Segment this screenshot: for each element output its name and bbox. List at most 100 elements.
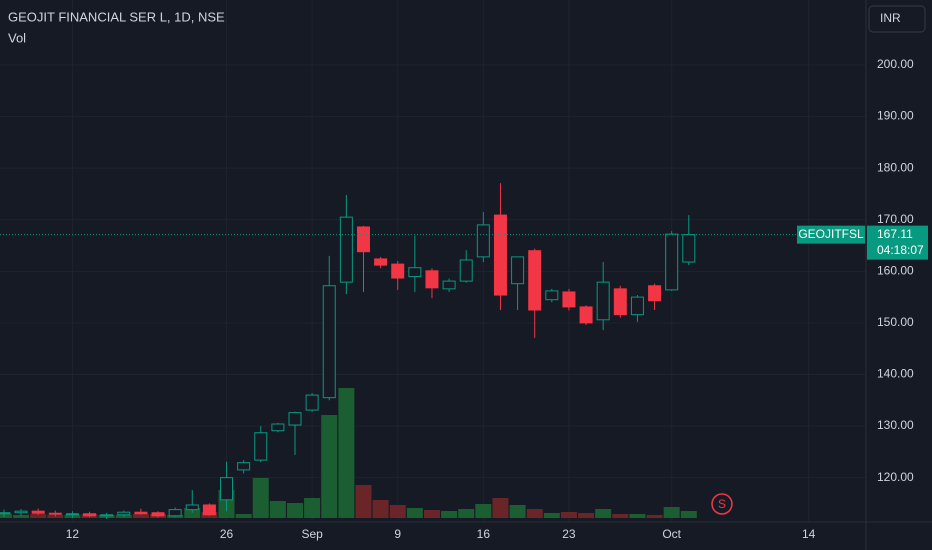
candle-body <box>31 510 45 514</box>
candle-body <box>185 504 199 511</box>
candle-body <box>254 432 268 461</box>
volume-bar <box>338 388 355 518</box>
y-tick-label: 130.00 <box>877 418 914 432</box>
candle-body <box>493 214 507 296</box>
volume-bar <box>492 498 509 518</box>
y-tick-label: 190.00 <box>877 109 914 123</box>
candle-body <box>117 511 131 516</box>
candle-body <box>391 263 405 279</box>
currency-label[interactable]: INR <box>880 11 901 25</box>
volume-bar <box>629 514 646 518</box>
volume-bar <box>526 509 543 518</box>
candle-body <box>476 224 490 258</box>
volume-bar <box>663 507 680 518</box>
candle-layer <box>0 183 696 519</box>
y-tick-label: 120.00 <box>877 470 914 484</box>
grid <box>0 0 866 522</box>
symbol-badge <box>797 225 865 244</box>
candle-body <box>271 423 285 432</box>
volume-bar <box>372 500 389 518</box>
candle-body <box>648 285 662 302</box>
volume-bar <box>389 505 406 518</box>
x-tick-label: 26 <box>220 527 234 541</box>
candle-body <box>237 462 251 471</box>
volume-bar <box>458 509 475 518</box>
candle-body <box>613 288 627 316</box>
volume-bar <box>680 511 697 518</box>
candle-body <box>14 510 28 514</box>
y-tick-label: 170.00 <box>877 212 914 226</box>
y-tick-label: 180.00 <box>877 160 914 174</box>
candle-body <box>425 270 439 289</box>
candle-body <box>202 504 216 516</box>
volume-bar <box>423 510 440 518</box>
volume-bar <box>132 514 149 518</box>
candle-body <box>408 267 422 277</box>
candle-body <box>83 513 97 517</box>
candle-body <box>511 256 525 285</box>
y-tick-label: 140.00 <box>877 367 914 381</box>
candle-body <box>288 412 302 426</box>
x-tick-label: 16 <box>477 527 491 541</box>
volume-bar <box>406 508 423 518</box>
volume-bar <box>321 415 338 518</box>
x-tick-label: Oct <box>662 527 681 541</box>
volume-bar <box>578 513 595 518</box>
volume-bar <box>304 498 321 518</box>
candle-body <box>596 281 610 321</box>
volume-bar <box>595 509 612 518</box>
volume-bar <box>184 508 201 518</box>
candle-body <box>322 285 336 399</box>
volume-bar <box>47 515 64 518</box>
candle-body <box>665 233 679 291</box>
candle-body <box>134 511 148 515</box>
candle-body <box>528 250 542 311</box>
volume-bar <box>287 503 304 518</box>
volume-bar <box>355 485 372 518</box>
volume-bar <box>269 501 286 518</box>
candle-body <box>339 216 353 283</box>
candle-body <box>220 477 234 501</box>
volume-bar <box>560 512 577 518</box>
event-marker[interactable] <box>711 493 733 515</box>
x-tick-label: 12 <box>66 527 80 541</box>
candle-body <box>305 394 319 411</box>
x-tick-label: 14 <box>802 527 816 541</box>
chart-title: GEOJIT FINANCIAL SER L, 1D, NSE <box>8 9 225 24</box>
price-badge <box>867 225 928 260</box>
x-tick-label: 9 <box>394 527 401 541</box>
currency-button[interactable] <box>868 5 926 33</box>
last-price-label: 167.11 <box>877 227 913 241</box>
candle-body <box>168 509 182 517</box>
countdown-label: 04:18:07 <box>877 243 924 257</box>
volume-bar <box>30 514 47 518</box>
candle-body <box>0 512 11 515</box>
candle-body <box>562 291 576 308</box>
event-marker-label[interactable]: S <box>718 497 726 511</box>
volume-bar <box>543 513 560 518</box>
volume-bar <box>235 514 252 518</box>
candle-body <box>545 290 559 301</box>
volume-bar <box>509 505 526 518</box>
candle-body <box>356 226 370 253</box>
candle-body <box>682 234 696 263</box>
candle-body <box>151 512 165 517</box>
volume-bar <box>0 514 12 518</box>
y-tick-label: 160.00 <box>877 263 914 277</box>
candle-body <box>65 513 79 516</box>
y-tick-label: 200.00 <box>877 57 914 71</box>
volume-bar <box>475 504 492 518</box>
volume-bar <box>252 478 269 518</box>
volume-bar <box>13 515 30 518</box>
candle-body <box>579 306 593 324</box>
candle-body <box>374 258 388 266</box>
candle-body <box>100 514 114 517</box>
x-tick-label: Sep <box>301 527 323 541</box>
symbol-label: GEOJITFSL <box>798 227 864 241</box>
volume-bar <box>646 515 663 518</box>
candle-body <box>459 259 473 282</box>
volume-bar <box>441 511 458 518</box>
volume-label: Vol <box>8 30 26 45</box>
y-tick-label: 150.00 <box>877 315 914 329</box>
